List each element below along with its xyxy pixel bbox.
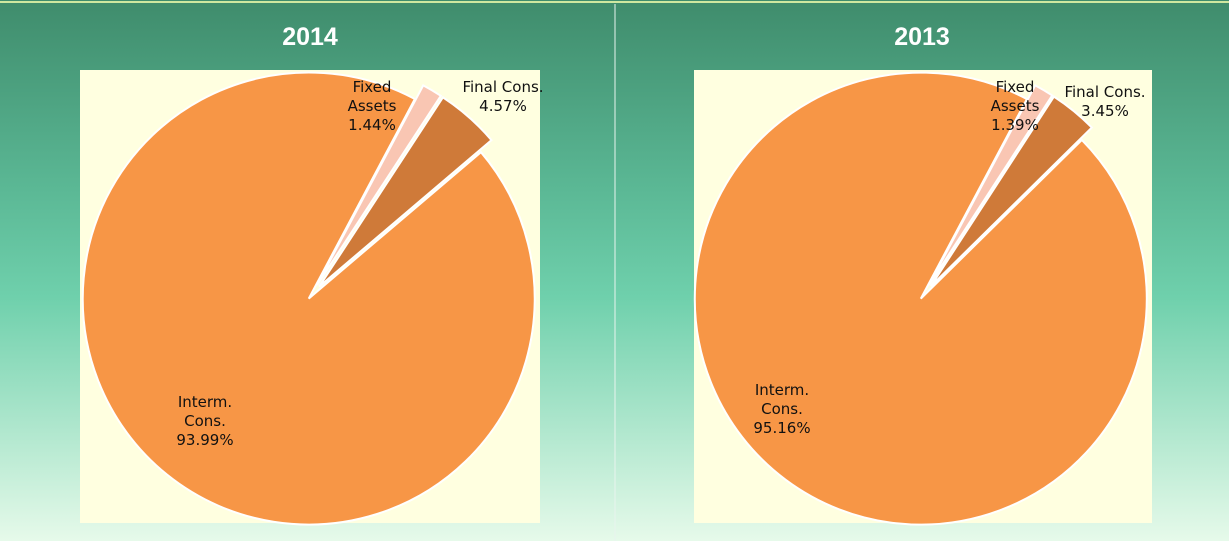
slice-value: 1.39% <box>991 116 1039 134</box>
pie-slice <box>928 84 1054 286</box>
slice-category: Interm. Cons. <box>755 381 809 418</box>
pie-slice <box>693 71 1148 526</box>
slice-value: 4.57% <box>479 97 527 115</box>
slice-label: Interm. Cons. 95.16% <box>753 381 810 437</box>
chart-title: 2014 <box>282 23 338 51</box>
pie-slice <box>318 95 493 288</box>
pie-slice <box>316 84 443 286</box>
slice-label: Fixed Assets 1.44% <box>348 78 397 134</box>
slice-category: Fixed Assets <box>348 78 397 115</box>
pie-slice <box>81 71 536 526</box>
slice-category: Final Cons. <box>462 78 543 96</box>
slice-label: Fixed Assets 1.39% <box>991 78 1040 134</box>
pie-slice <box>930 95 1094 287</box>
chart-title: 2013 <box>894 23 950 51</box>
slice-category: Interm. Cons. <box>178 393 232 430</box>
slice-category: Final Cons. <box>1064 83 1145 101</box>
slice-label: Final Cons. 3.45% <box>1064 83 1145 120</box>
slice-value: 1.44% <box>348 116 396 134</box>
slice-value: 93.99% <box>176 431 233 449</box>
slice-value: 3.45% <box>1081 102 1129 120</box>
slice-label: Interm. Cons. 93.99% <box>176 393 233 449</box>
slice-label: Final Cons. 4.57% <box>462 78 543 115</box>
slice-value: 95.16% <box>753 419 810 437</box>
slice-category: Fixed Assets <box>991 78 1040 115</box>
